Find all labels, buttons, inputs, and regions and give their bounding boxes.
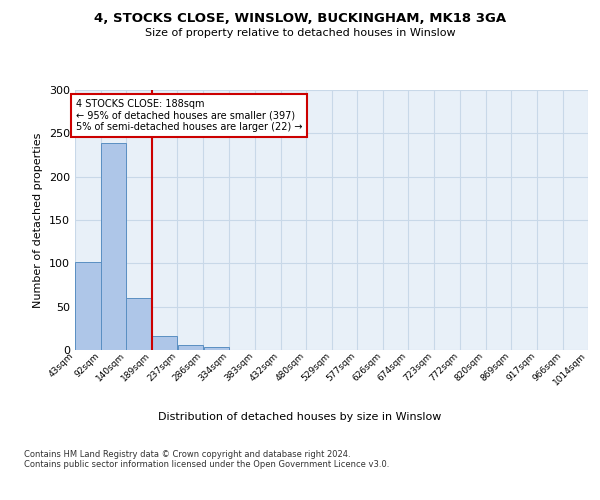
Bar xyxy=(127,298,152,350)
Bar xyxy=(178,345,203,350)
Y-axis label: Number of detached properties: Number of detached properties xyxy=(34,132,43,308)
Text: 4 STOCKS CLOSE: 188sqm
← 95% of detached houses are smaller (397)
5% of semi-det: 4 STOCKS CLOSE: 188sqm ← 95% of detached… xyxy=(76,98,302,132)
Text: Size of property relative to detached houses in Winslow: Size of property relative to detached ho… xyxy=(145,28,455,38)
Text: 4, STOCKS CLOSE, WINSLOW, BUCKINGHAM, MK18 3GA: 4, STOCKS CLOSE, WINSLOW, BUCKINGHAM, MK… xyxy=(94,12,506,26)
Text: Distribution of detached houses by size in Winslow: Distribution of detached houses by size … xyxy=(158,412,442,422)
Text: Contains HM Land Registry data © Crown copyright and database right 2024.
Contai: Contains HM Land Registry data © Crown c… xyxy=(24,450,389,469)
Bar xyxy=(101,143,126,350)
Bar xyxy=(75,262,101,350)
Bar xyxy=(152,336,178,350)
Bar xyxy=(203,348,229,350)
